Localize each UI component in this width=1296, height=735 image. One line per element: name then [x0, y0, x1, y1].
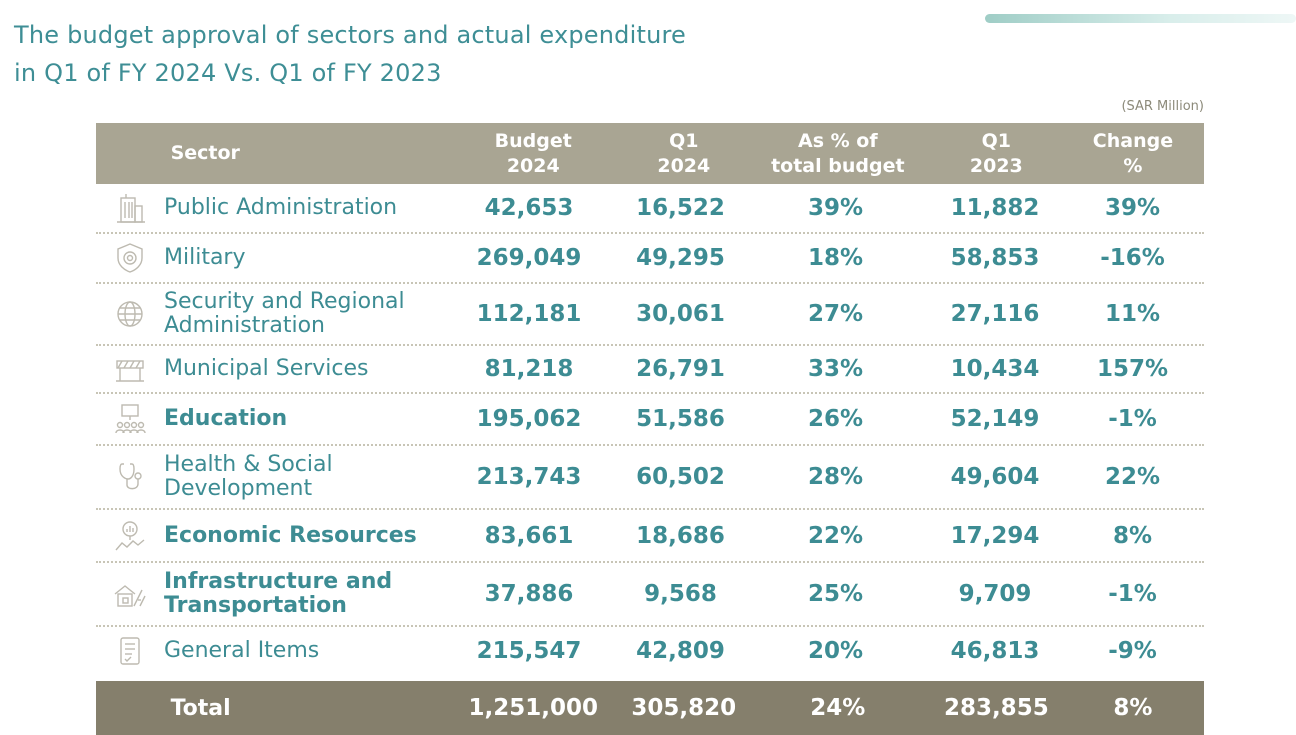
stethoscope-icon: [96, 459, 164, 495]
change-value: -9%: [1108, 638, 1157, 664]
total-budget-2024: 1,251,000: [468, 695, 599, 721]
sector-name: Infrastructure and Transportation: [164, 569, 393, 618]
q1-2024-value: 49,295: [636, 245, 725, 271]
header-q1-2023: Q1 2023: [969, 129, 1023, 177]
table-row: Security and Regional Administration 112,…: [96, 284, 1204, 346]
budget-2024-value: 269,049: [476, 245, 582, 271]
pct-value: 27%: [807, 301, 864, 327]
sector-name: Public Administration: [164, 195, 398, 220]
q1-2023-value: 49,604: [950, 464, 1040, 490]
pct-value: 26%: [807, 406, 864, 432]
table-row: Military 269,049 49,295 18% 58,853 -16%: [96, 234, 1204, 284]
sector-name: General Items: [164, 638, 320, 663]
q1-2024-value: 51,586: [636, 406, 725, 432]
q1-2023-value: 52,149: [950, 406, 1040, 432]
change-value: -16%: [1100, 245, 1165, 271]
sector-name: Military: [164, 245, 246, 270]
table-header: Sector Budget 2024 Q1 2024 As % of total bu…: [96, 123, 1204, 184]
document-list-icon: [96, 633, 164, 669]
house-road-icon: [96, 576, 164, 612]
q1-2024-value: 18,686: [636, 522, 725, 549]
table-row: Economic Resources 83,661 18,686 22% 17,…: [96, 510, 1204, 563]
q1-2023-value: 11,882: [950, 195, 1040, 221]
budget-2024-value: 213,743: [476, 464, 582, 490]
q1-2024-value: 60,502: [636, 464, 725, 490]
change-value: 22%: [1104, 464, 1161, 490]
pct-value: 22%: [807, 522, 864, 549]
budget-2024-value: 215,547: [476, 638, 582, 664]
globe-icon: [96, 296, 164, 332]
change-value: 39%: [1104, 195, 1161, 221]
sector-name: Health & Social Development: [164, 452, 333, 501]
total-q1-2023: 283,855: [943, 695, 1049, 721]
change-value: 8%: [1112, 522, 1153, 549]
pct-value: 33%: [807, 356, 864, 382]
building-icon: [96, 190, 164, 226]
budget-2024-value: 81,218: [484, 356, 574, 382]
header-q1-2024: Q1 2024: [657, 129, 711, 177]
magnifier-chart-icon: [96, 518, 164, 554]
q1-2024-value: 26,791: [636, 356, 725, 382]
budget-2024-value: 37,886: [484, 581, 574, 607]
budget-2024-value: 112,181: [476, 301, 582, 327]
q1-2024-value: 16,522: [636, 195, 725, 221]
table-row: Education 195,062 51,586 26% 52,149 -1%: [96, 394, 1204, 446]
q1-2024-value: 42,809: [636, 638, 725, 664]
classroom-icon: [96, 401, 164, 437]
total-q1-2024: 305,820: [631, 695, 737, 721]
header-budget-2024: Budget 2024: [494, 129, 572, 177]
q1-2024-value: 30,061: [636, 301, 725, 327]
change-value: -1%: [1108, 581, 1157, 607]
budget-2024-value: 83,661: [484, 522, 574, 549]
pct-value: 39%: [807, 195, 864, 221]
q1-2023-value: 27,116: [950, 301, 1040, 327]
pct-value: 25%: [807, 581, 864, 607]
pct-value: 18%: [807, 245, 864, 271]
table-row: Infrastructure and Transportation 37,886 …: [96, 563, 1204, 627]
table-row: General Items 215,547 42,809 20% 46,813 …: [96, 627, 1204, 675]
header-sector: Sector: [170, 142, 240, 164]
unit-label: (SAR Million): [1121, 99, 1204, 114]
budget-2024-value: 42,653: [484, 195, 574, 221]
q1-2023-value: 46,813: [950, 638, 1040, 664]
header-pct-of-budget: As % of total budget: [771, 129, 905, 177]
decorative-gradient-bar: [985, 14, 1296, 23]
sector-name: Security and Regional Administration: [164, 289, 405, 338]
total-label: Total: [170, 695, 231, 721]
table-row: Health & Social Development 213,743 60,50…: [96, 446, 1204, 510]
q1-2023-value: 17,294: [950, 522, 1040, 549]
sector-name: Economic Resources: [164, 522, 417, 548]
change-value: -1%: [1108, 406, 1157, 432]
q1-2024-value: 9,568: [644, 581, 717, 607]
page-title-line1: The budget approval of sectors and actua…: [14, 21, 687, 49]
q1-2023-value: 9,709: [958, 581, 1032, 607]
total-row: Total 1,251,000 305,820 24% 283,855 8%: [96, 681, 1204, 735]
sector-name: Municipal Services: [164, 356, 369, 381]
pct-value: 28%: [807, 464, 864, 490]
q1-2023-value: 58,853: [950, 245, 1040, 271]
page-title-line2: in Q1 of FY 2024 Vs. Q1 of FY 2023: [14, 59, 442, 87]
budget-table: Sector Budget 2024 Q1 2024 As % of total bu…: [96, 123, 1204, 735]
table-row: Public Administration 42,653 16,522 39% …: [96, 184, 1204, 234]
table-row: Municipal Services 81,218 26,791 33% 10,…: [96, 346, 1204, 394]
shield-icon: [96, 240, 164, 276]
q1-2023-value: 10,434: [950, 356, 1040, 382]
change-value: 157%: [1096, 356, 1169, 382]
total-pct: 24%: [810, 695, 866, 721]
budget-2024-value: 195,062: [476, 406, 582, 432]
pct-value: 20%: [807, 638, 864, 664]
change-value: 11%: [1104, 301, 1161, 327]
page-title: The budget approval of sectors and actua…: [14, 16, 686, 92]
sector-name: Education: [164, 406, 288, 431]
barrier-icon: [96, 351, 164, 387]
total-change: 8%: [1113, 695, 1153, 721]
header-change-pct: Change%: [1092, 129, 1174, 177]
